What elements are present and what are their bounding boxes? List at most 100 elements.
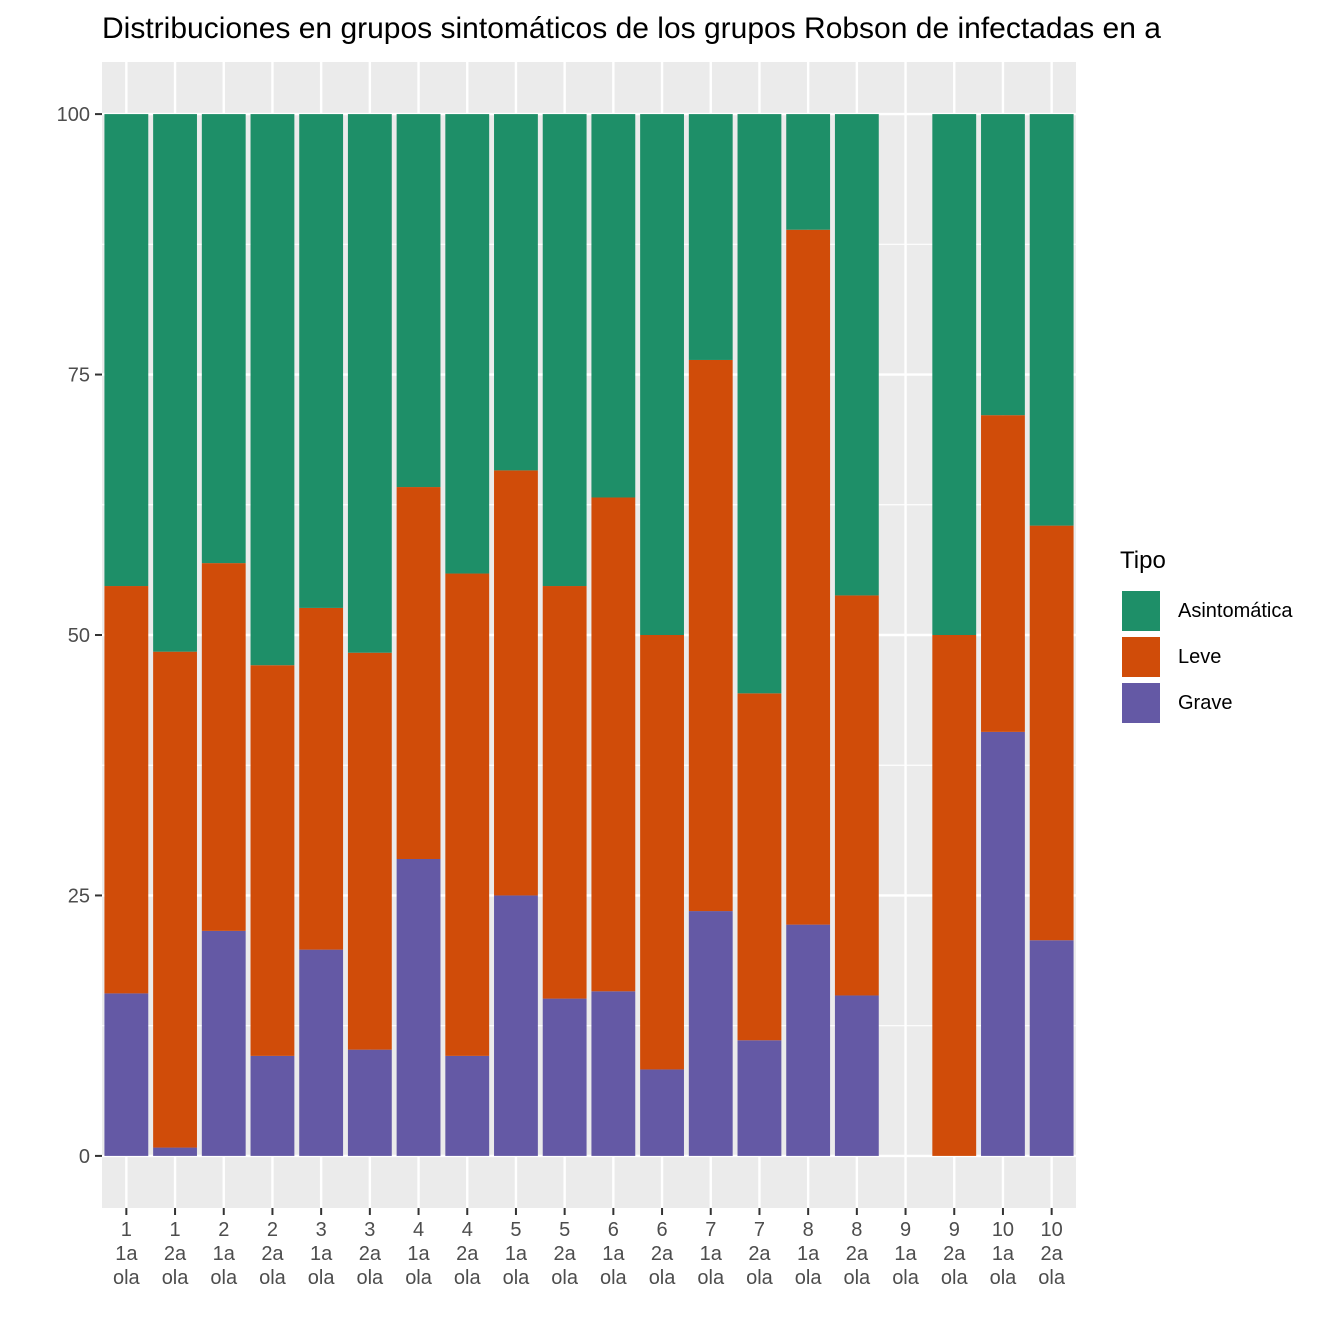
x-tick-label: 2: [267, 1219, 278, 1241]
bar-segment-leve: [396, 487, 441, 859]
bar-segment-leve: [591, 497, 636, 992]
bar-segment-leve: [737, 693, 782, 1041]
x-tick-label: 1: [169, 1219, 180, 1241]
chart-title: Distribuciones en grupos sintomáticos de…: [102, 12, 1161, 45]
x-tick-label: ola: [162, 1267, 190, 1289]
bar-segment-leve: [201, 563, 246, 931]
legend-item: Asintomática: [1120, 588, 1293, 634]
x-tick-label: ola: [697, 1267, 725, 1289]
legend-swatch-color: [1122, 637, 1160, 677]
axes-group: 025507510011aola12aola21aola22aola31aola…: [57, 104, 1066, 1289]
bar-segment-grave: [494, 895, 538, 1156]
x-tick-label: 2a: [261, 1243, 284, 1265]
x-tick-label: 2a: [651, 1243, 674, 1265]
x-tick-label: 3: [364, 1219, 375, 1241]
bar-segment-asintomática: [201, 114, 246, 564]
x-tick-label: 10: [992, 1219, 1014, 1241]
x-tick-label: 6: [608, 1219, 619, 1241]
x-tick-label: 10: [1041, 1219, 1063, 1241]
x-tick-label: ola: [113, 1267, 141, 1289]
bar-segment-asintomática: [688, 114, 733, 360]
bar-segment-asintomática: [542, 114, 587, 587]
legend-label: Asintomática: [1178, 599, 1293, 622]
bar-segment-leve: [494, 470, 538, 896]
bar-segment-grave: [737, 1040, 782, 1156]
bar-segment-grave: [591, 991, 636, 1156]
x-tick-label: 4: [462, 1219, 473, 1241]
x-tick-label: 9: [900, 1219, 911, 1241]
bar-segment-grave: [786, 924, 831, 1156]
y-tick-label: 0: [79, 1146, 90, 1168]
x-tick-label: 2a: [359, 1243, 382, 1265]
legend-swatch: [1120, 682, 1162, 724]
x-tick-label: ola: [600, 1267, 628, 1289]
x-tick-label: ola: [454, 1267, 482, 1289]
x-tick-label: 5: [510, 1219, 521, 1241]
bar-segment-leve: [250, 665, 295, 1056]
x-tick-label: 8: [851, 1219, 862, 1241]
bar-segment-leve: [1029, 525, 1074, 941]
x-tick-label: 1a: [894, 1243, 917, 1265]
x-tick-label: 2a: [846, 1243, 869, 1265]
bar-segment-grave: [1029, 940, 1074, 1156]
x-tick-label: ola: [503, 1267, 531, 1289]
legend-label: Grave: [1178, 691, 1233, 714]
bar-segment-asintomática: [347, 114, 392, 653]
bar-segment-leve: [932, 635, 977, 1156]
y-tick-label: 100: [57, 104, 90, 126]
legend-swatch-color: [1122, 591, 1160, 631]
x-tick-label: ola: [405, 1267, 433, 1289]
x-tick-label: 1a: [992, 1243, 1015, 1265]
legend-title: Tipo: [1120, 547, 1166, 574]
bar-segment-asintomática: [104, 114, 149, 587]
x-tick-label: 1a: [797, 1243, 820, 1265]
x-tick-label: 2a: [1041, 1243, 1064, 1265]
y-tick-label: 25: [68, 885, 90, 907]
x-tick-label: 9: [949, 1219, 960, 1241]
legend: Tipo Asintomática Leve Grave: [1120, 544, 1293, 726]
x-tick-label: 5: [559, 1219, 570, 1241]
bar-segment-asintomática: [1029, 114, 1074, 526]
y-tick-label: 50: [68, 625, 90, 647]
bar-segment-asintomática: [786, 114, 831, 230]
x-tick-label: ola: [1038, 1267, 1066, 1289]
bar-segment-grave: [104, 993, 149, 1156]
x-tick-label: ola: [356, 1267, 384, 1289]
x-tick-label: 2a: [554, 1243, 577, 1265]
x-tick-label: ola: [990, 1267, 1018, 1289]
x-tick-label: 1a: [115, 1243, 138, 1265]
bar-segment-leve: [299, 607, 344, 950]
x-tick-label: 2a: [456, 1243, 479, 1265]
x-tick-label: 2a: [943, 1243, 966, 1265]
x-tick-label: ola: [551, 1267, 579, 1289]
bars-group: [104, 114, 1074, 1156]
x-tick-label: ola: [210, 1267, 238, 1289]
x-tick-label: ola: [843, 1267, 871, 1289]
x-tick-label: 1a: [505, 1243, 528, 1265]
x-tick-label: 8: [803, 1219, 814, 1241]
bar-segment-grave: [153, 1147, 197, 1156]
x-tick-label: 2: [218, 1219, 229, 1241]
bar-segment-grave: [445, 1055, 490, 1156]
x-tick-label: 1a: [602, 1243, 625, 1265]
y-tick-label: 75: [68, 365, 90, 387]
bar-segment-grave: [834, 995, 879, 1156]
bar-segment-leve: [445, 573, 490, 1056]
legend-swatch: [1120, 590, 1162, 632]
bar-segment-asintomática: [640, 114, 684, 635]
x-tick-label: 6: [656, 1219, 667, 1241]
legend-item: Leve: [1120, 634, 1293, 680]
x-tick-label: 1a: [213, 1243, 236, 1265]
x-tick-label: 1a: [310, 1243, 333, 1265]
bar-segment-asintomática: [981, 114, 1025, 416]
x-tick-label: ola: [795, 1267, 823, 1289]
bar-segment-grave: [396, 858, 441, 1156]
bar-segment-grave: [250, 1055, 295, 1156]
bar-segment-asintomática: [591, 114, 636, 498]
x-tick-label: 2a: [164, 1243, 187, 1265]
legend-swatch: [1120, 636, 1162, 678]
bar-segment-leve: [834, 595, 879, 996]
bar-segment-grave: [347, 1049, 392, 1156]
bar-segment-asintomática: [737, 114, 782, 694]
bar-segment-asintomática: [932, 114, 977, 635]
